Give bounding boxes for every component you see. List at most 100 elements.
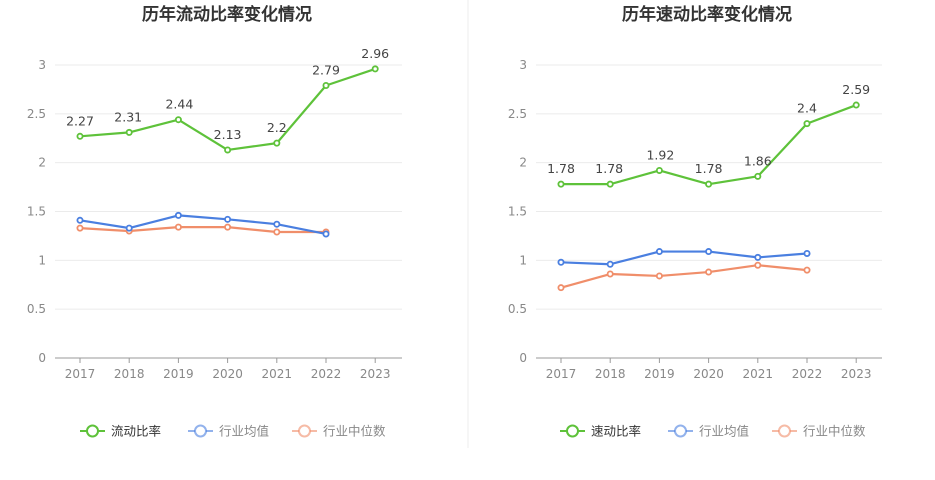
- x-tick-label: 2021: [262, 367, 293, 381]
- data-point: [322, 230, 330, 238]
- series-3: [76, 223, 330, 236]
- data-point: [322, 82, 330, 90]
- data-label: 2.4: [797, 101, 817, 116]
- y-tick-label: 0: [519, 351, 527, 365]
- data-label: 1.78: [695, 161, 723, 176]
- data-point: [273, 139, 281, 147]
- data-point: [606, 180, 614, 188]
- data-point: [655, 272, 663, 280]
- y-tick-label: 1: [519, 253, 527, 267]
- x-tick-label: 2020: [212, 367, 243, 381]
- data-label: 2.31: [114, 109, 142, 124]
- data-point: [705, 248, 713, 256]
- data-point: [174, 223, 182, 231]
- x-tick-label: 2022: [311, 367, 342, 381]
- legend-item-3: 行业中位数: [292, 424, 386, 439]
- x-tick-label: 2023: [360, 367, 391, 381]
- data-label: 1.78: [547, 161, 575, 176]
- data-label: 1.86: [744, 153, 772, 168]
- data-point: [754, 253, 762, 261]
- data-label: 1.92: [646, 147, 674, 162]
- series-1: 1.78 1.78 1.92 1.78 1.86 2.4 2.59: [547, 82, 870, 188]
- legend-marker: [566, 424, 579, 438]
- data-point: [224, 215, 232, 223]
- x-tick-label: 2020: [693, 367, 724, 381]
- y-tick-label: 1.5: [27, 205, 46, 219]
- data-point: [174, 116, 182, 124]
- legend-item-2: 行业均值: [188, 424, 269, 439]
- series-line: [79, 226, 326, 234]
- data-point: [606, 270, 614, 278]
- x-tick-label: 2017: [546, 367, 577, 381]
- legend-marker: [778, 424, 791, 438]
- data-label: 1.78: [595, 161, 623, 176]
- x-tick-label: 2019: [163, 367, 194, 381]
- legend-label: 行业中位数: [803, 424, 866, 439]
- data-point: [606, 260, 614, 268]
- data-point: [557, 258, 565, 266]
- data-label: 2.13: [214, 127, 242, 142]
- data-point: [125, 128, 133, 136]
- legend-marker: [298, 424, 311, 438]
- data-point: [705, 268, 713, 276]
- x-tick-label: 2018: [595, 367, 626, 381]
- legend-label: 行业均值: [699, 424, 749, 439]
- x-tick-label: 2021: [743, 367, 774, 381]
- chart-title: 历年速动比率变化情况: [622, 4, 792, 25]
- y-tick-label: 1.5: [508, 205, 527, 219]
- data-point: [803, 266, 811, 274]
- series-line: [560, 264, 808, 289]
- legend-marker: [674, 424, 687, 438]
- legend-item-3: 行业中位数: [772, 424, 866, 439]
- chart-title: 历年流动比率变化情况: [142, 4, 312, 25]
- data-point: [273, 228, 281, 236]
- legend: 流动比率 行业均值 行业中位数: [80, 424, 386, 439]
- y-tick-label: 3: [519, 58, 527, 72]
- data-point: [125, 224, 133, 232]
- x-tick-label: 2022: [792, 367, 823, 381]
- legend-marker: [194, 424, 207, 438]
- data-label: 2.44: [165, 97, 193, 112]
- legend-item-1: 速动比率: [560, 424, 641, 439]
- legend: 速动比率 行业均值 行业中位数: [560, 424, 866, 439]
- data-point: [557, 284, 565, 292]
- series-line: [79, 214, 327, 236]
- data-label: 2.2: [267, 120, 287, 135]
- x-tick-label: 2019: [644, 367, 675, 381]
- legend-label: 行业中位数: [323, 424, 386, 439]
- data-point: [655, 166, 663, 174]
- y-tick-label: 2.5: [27, 107, 46, 121]
- legend-item-1: 流动比率: [80, 424, 161, 439]
- y-tick-label: 0.5: [508, 302, 527, 316]
- legend-label: 行业均值: [219, 424, 269, 439]
- data-point: [76, 216, 84, 224]
- y-tick-label: 0.5: [27, 302, 46, 316]
- data-point: [705, 180, 713, 188]
- x-tick-label: 2023: [841, 367, 872, 381]
- y-tick-label: 2: [38, 156, 46, 170]
- data-label: 2.27: [66, 113, 94, 128]
- data-point: [76, 132, 84, 140]
- legend-item-2: 行业均值: [668, 424, 749, 439]
- series-2: [76, 211, 330, 238]
- legend-label: 流动比率: [111, 424, 161, 439]
- data-point: [224, 223, 232, 231]
- data-point: [174, 211, 182, 219]
- series-2: [557, 248, 811, 268]
- series-line: [560, 250, 808, 266]
- data-point: [803, 249, 811, 257]
- data-point: [655, 248, 663, 256]
- data-point: [273, 220, 281, 228]
- data-point: [224, 146, 232, 154]
- x-tick-label: 2017: [65, 367, 96, 381]
- data-point: [754, 261, 762, 269]
- data-point: [852, 101, 860, 109]
- x-tick-label: 2018: [114, 367, 145, 381]
- legend-marker: [86, 424, 99, 438]
- y-tick-label: 2.5: [508, 107, 527, 121]
- data-label: 2.59: [842, 82, 870, 97]
- y-tick-label: 2: [519, 156, 527, 170]
- series-1: 2.27 2.31 2.44 2.13 2.2 2.79 2.96: [66, 46, 389, 154]
